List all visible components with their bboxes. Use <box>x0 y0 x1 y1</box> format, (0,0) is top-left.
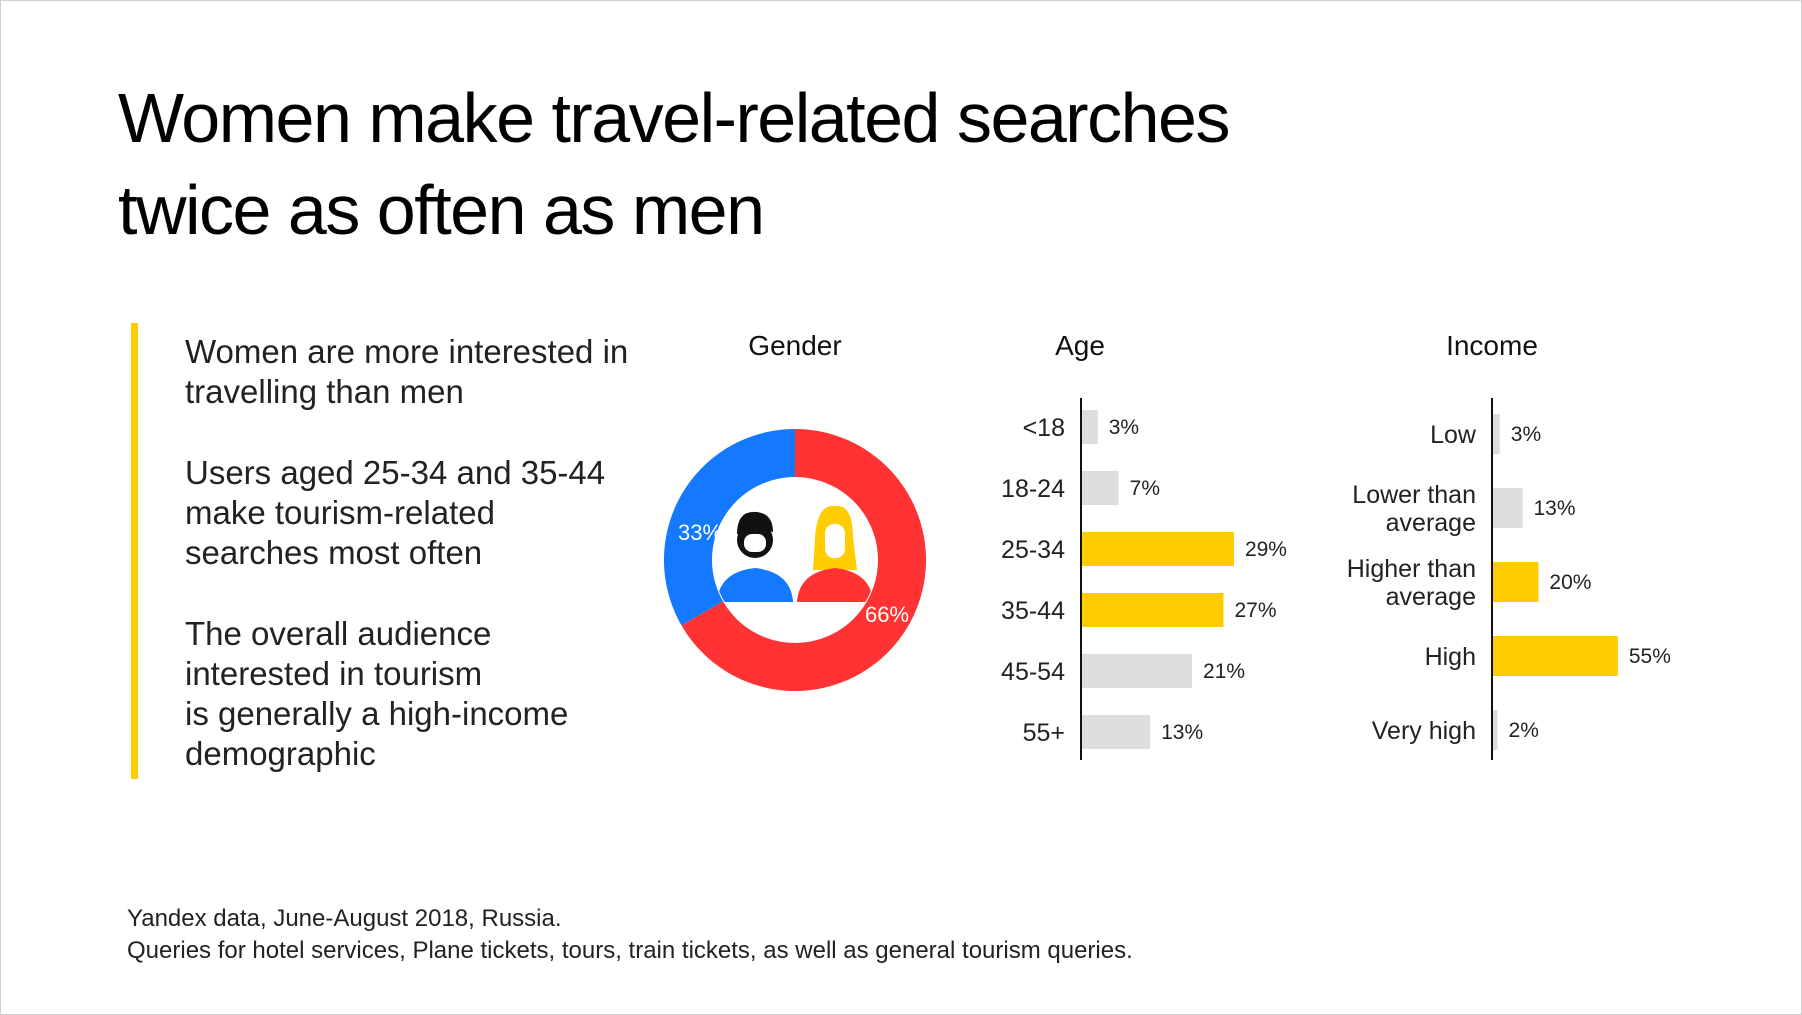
value-label: 55% <box>1629 645 1671 668</box>
category-label: 45-54 <box>1001 658 1065 686</box>
category-label: Higher than <box>1347 555 1476 583</box>
donut-hole-icons <box>713 505 877 642</box>
bar-2 <box>1493 562 1539 602</box>
footnote-line-1: Yandex data, June-August 2018, Russia. <box>127 905 562 932</box>
bar-3 <box>1082 593 1224 627</box>
category-label: 18-24 <box>1001 475 1065 503</box>
value-label: 13% <box>1534 497 1576 520</box>
category-label: Very high <box>1372 717 1476 745</box>
bar-0 <box>1493 414 1500 454</box>
category-label: High <box>1425 643 1476 671</box>
value-label: 27% <box>1234 599 1276 622</box>
bar-3 <box>1493 636 1618 676</box>
footnote-line-2: Queries for hotel services, Plane ticket… <box>127 937 1133 964</box>
woman-body <box>797 568 873 602</box>
title-line-1: Women make travel-related searches <box>118 79 1230 157</box>
category-label: 25-34 <box>1001 536 1065 564</box>
finding-gender: Women are more interested in travelling … <box>185 332 655 412</box>
bar-4 <box>1493 710 1498 750</box>
bar-5 <box>1082 715 1151 749</box>
value-label: 7% <box>1130 477 1160 500</box>
finding-line: searches most often <box>185 534 483 571</box>
slide-title: Women make travel-related searches twice… <box>118 72 1230 256</box>
value-label: 13% <box>1161 721 1203 744</box>
finding-age: Users aged 25-34 and 35-44 make tourism-… <box>185 453 655 573</box>
finding-line: The overall audience <box>185 615 492 652</box>
finding-line: make tourism-related <box>185 494 495 531</box>
accent-bar <box>131 323 138 779</box>
age-chart-title: Age <box>1055 330 1105 361</box>
category-label: average <box>1386 509 1476 537</box>
finding-income: The overall audience interested in touri… <box>185 614 655 774</box>
title-line-2: twice as often as men <box>118 171 765 249</box>
bar-1 <box>1493 488 1523 528</box>
bar-2 <box>1082 532 1234 566</box>
man-icon <box>717 511 793 602</box>
finding-line: Women are more interested in <box>185 333 629 370</box>
category-label: <18 <box>1023 414 1065 442</box>
value-label: 20% <box>1549 571 1591 594</box>
finding-line: interested in tourism <box>185 655 483 692</box>
man-face <box>744 534 766 552</box>
value-label: 3% <box>1511 423 1541 446</box>
value-label: 2% <box>1509 719 1539 742</box>
value-label: 21% <box>1203 660 1245 683</box>
age-bar-chart: Age <18 3% 18-24 7% 25-34 29% 35-44 27% 45-54 21% 5… <box>1001 330 1287 760</box>
category-label: average <box>1386 583 1476 611</box>
finding-line: travelling than men <box>185 373 464 410</box>
value-label: 29% <box>1245 538 1287 561</box>
woman-icon <box>797 505 873 602</box>
woman-face <box>825 524 845 558</box>
finding-line: Users aged 25-34 and 35-44 <box>185 454 606 491</box>
bar-4 <box>1082 654 1193 688</box>
category-label: Lower than <box>1352 481 1476 509</box>
source-footnote: Yandex data, June-August 2018, Russia. Q… <box>127 903 1133 967</box>
finding-line: demographic <box>185 735 376 772</box>
category-label: Low <box>1430 421 1477 449</box>
man-hair <box>737 511 773 534</box>
man-body <box>717 568 793 602</box>
donut-slice-men <box>664 429 795 626</box>
value-label: 3% <box>1109 416 1139 439</box>
bar-1 <box>1082 471 1119 505</box>
category-label: 35-44 <box>1001 597 1065 625</box>
income-chart-title: Income <box>1446 330 1538 361</box>
donut-label-women: 66% <box>865 602 909 627</box>
category-label: 55+ <box>1023 719 1065 747</box>
gender-chart-title: Gender <box>748 330 841 361</box>
bar-0 <box>1082 410 1098 444</box>
gender-donut-chart: Gender 33% 66% <box>664 330 926 691</box>
donut-label-men: 33% <box>678 520 722 545</box>
donut-slice-women <box>681 429 926 691</box>
finding-line: is generally a high-income <box>185 695 569 732</box>
key-findings: Women are more interested in travelling … <box>185 332 655 815</box>
